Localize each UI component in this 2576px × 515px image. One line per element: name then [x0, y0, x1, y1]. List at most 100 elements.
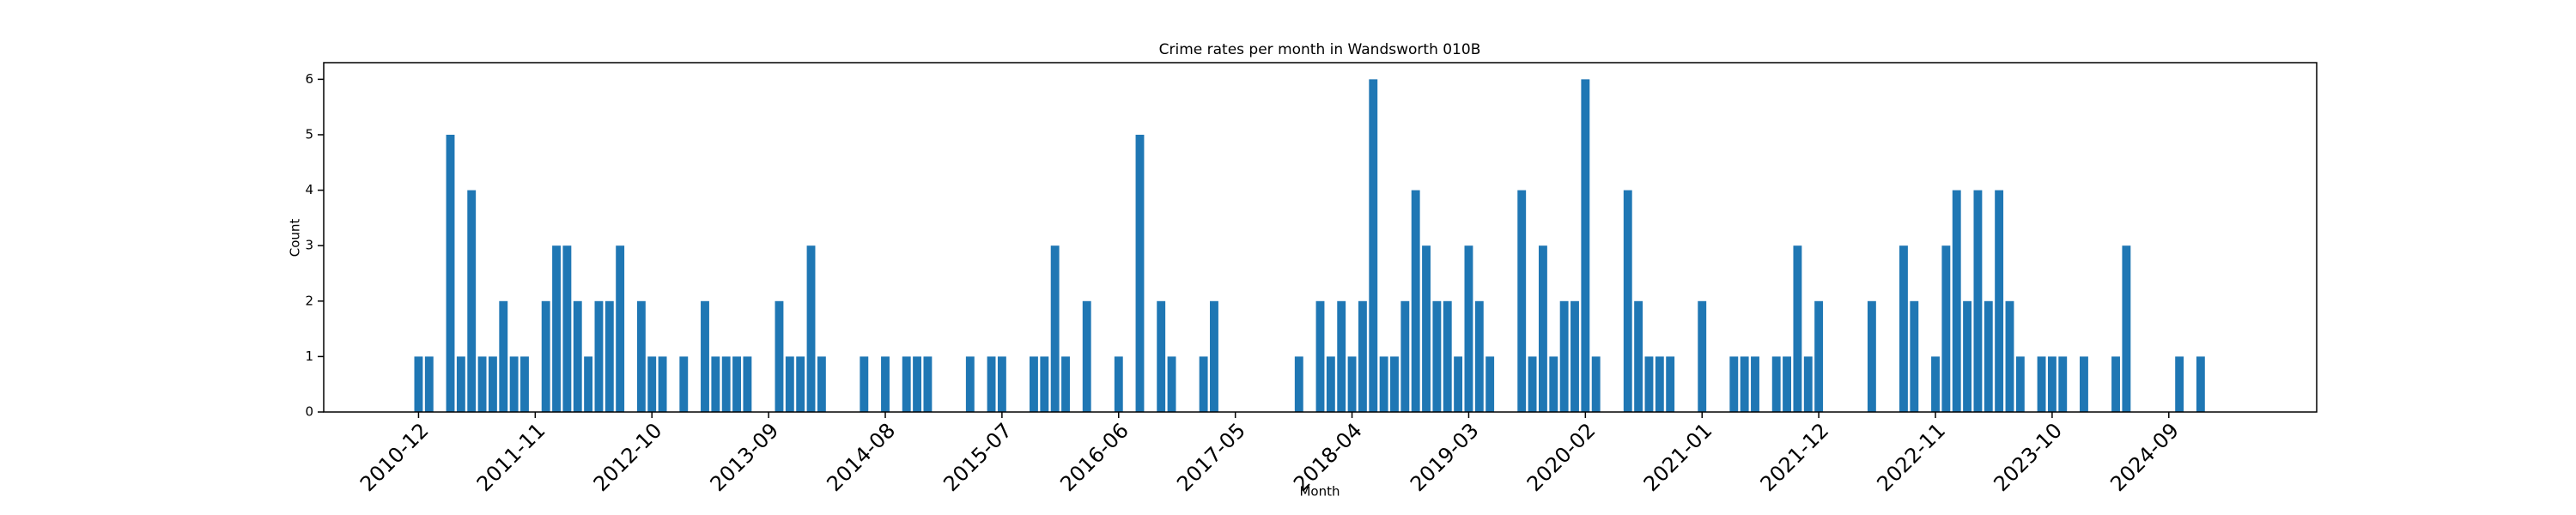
bar: [424, 356, 434, 412]
bar: [679, 356, 689, 412]
bar: [1199, 356, 1208, 412]
x-tick-label: 2012-10: [589, 418, 667, 496]
x-tick-label: 2024-09: [2105, 418, 2184, 496]
y-tick-label: 5: [305, 126, 313, 142]
bar: [2080, 356, 2088, 412]
plot-frame: [323, 62, 2318, 413]
bar: [997, 356, 1006, 412]
bar: [1571, 300, 1579, 412]
bar: [1485, 356, 1495, 412]
bar: [488, 356, 497, 412]
y-axis-label: Count: [288, 219, 303, 258]
bar: [573, 300, 582, 412]
bar: [1644, 356, 1654, 412]
x-tick-label: 2023-10: [1989, 418, 2067, 496]
bar: [562, 245, 572, 412]
bar: [2196, 356, 2205, 412]
x-tick-label: 2021-01: [1639, 418, 1717, 496]
bar: [1474, 300, 1484, 412]
bar: [817, 356, 826, 412]
bar: [701, 300, 709, 412]
y-tick-label: 6: [305, 71, 313, 87]
bar: [1984, 300, 1993, 412]
bar: [2015, 356, 2025, 412]
bar: [2111, 356, 2120, 412]
bar: [1326, 356, 1335, 412]
y-tick-label: 0: [305, 404, 313, 420]
bar: [1400, 300, 1410, 412]
bar: [467, 190, 477, 413]
bar: [721, 356, 731, 412]
bar: [1771, 356, 1781, 412]
bar: [1581, 79, 1590, 412]
bar: [1210, 300, 1218, 412]
bar: [1729, 356, 1739, 412]
x-tick-label: 2017-05: [1172, 418, 1250, 496]
bar: [552, 245, 561, 412]
bar: [1157, 300, 1166, 412]
x-tick-label: 2013-09: [706, 418, 784, 496]
bar: [1114, 356, 1123, 412]
bar: [1061, 356, 1070, 412]
bar: [1591, 356, 1601, 412]
bar: [1315, 300, 1325, 412]
bar: [1793, 245, 1802, 412]
bar: [1379, 356, 1388, 412]
bar: [987, 356, 996, 412]
bar: [1464, 245, 1473, 412]
x-tick-label: 2014-08: [822, 418, 900, 496]
bar: [1655, 356, 1664, 412]
bar: [2037, 356, 2046, 412]
bar: [1995, 190, 2004, 413]
x-tick-label: 2015-07: [939, 418, 1017, 496]
x-tick-label: 2019-03: [1406, 418, 1484, 496]
bar: [1337, 300, 1346, 412]
bar: [1040, 356, 1049, 412]
bar: [1963, 300, 1972, 412]
bar: [1623, 190, 1632, 413]
bar: [1443, 300, 1452, 412]
bar: [743, 356, 752, 412]
x-axis-label: Month: [1299, 484, 1340, 500]
x-tick-label: 2020-02: [1522, 418, 1601, 496]
bar: [1549, 356, 1558, 412]
bar: [785, 356, 794, 412]
x-tick-label: 2011-11: [472, 418, 550, 496]
bar: [658, 356, 667, 412]
x-tick-label: 2021-12: [1756, 418, 1834, 496]
bar: [616, 245, 625, 412]
bar: [965, 356, 975, 412]
bar: [1347, 356, 1357, 412]
bar: [594, 300, 604, 412]
bar: [1803, 356, 1813, 412]
bar: [477, 356, 487, 412]
bar: [1814, 300, 1824, 412]
bar: [446, 134, 455, 412]
y-tick-label: 3: [305, 238, 313, 253]
x-tick-label: 2016-06: [1055, 418, 1133, 496]
bar: [1910, 300, 1919, 412]
bar: [1390, 356, 1399, 412]
bar: [1740, 356, 1749, 412]
bar: [1050, 245, 1060, 412]
bar: [1783, 356, 1792, 412]
bar: [1559, 300, 1569, 412]
bar: [1941, 245, 1951, 412]
bar: [1294, 356, 1303, 412]
bar: [2047, 356, 2057, 412]
bar: [806, 245, 816, 412]
bar: [1528, 356, 1537, 412]
bar: [923, 356, 933, 412]
bar: [647, 356, 657, 412]
bar: [1867, 300, 1876, 412]
bar: [1135, 134, 1145, 412]
bar: [1082, 300, 1091, 412]
bar: [509, 356, 519, 412]
bar: [584, 356, 593, 412]
bar: [2175, 356, 2184, 412]
bar: [456, 356, 465, 412]
bar: [1899, 245, 1908, 412]
x-tick-label: 2010-12: [355, 418, 434, 496]
bar: [775, 300, 784, 412]
